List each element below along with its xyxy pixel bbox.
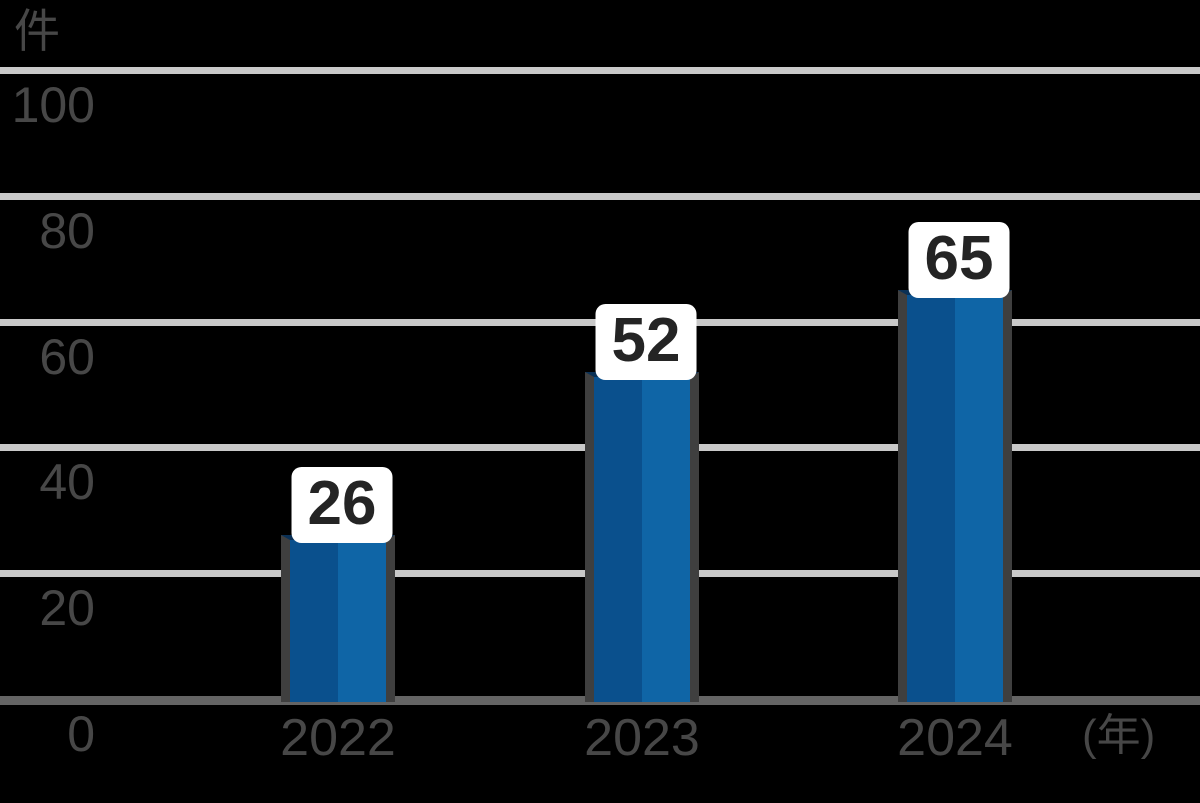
y-tick-label-80: 80 <box>39 202 95 259</box>
bar-2023 <box>585 371 699 702</box>
y-tick-label-40: 40 <box>39 454 95 511</box>
x-tick-label-2022: 2022 <box>280 709 396 767</box>
y-tick-label-0: 0 <box>67 706 95 762</box>
y-tick-label-100: 100 <box>11 77 95 133</box>
x-tick-label-2023: 2023 <box>584 709 700 767</box>
bar-2022 <box>281 535 395 702</box>
x-tick-label-2024: 2024 <box>897 709 1013 767</box>
bar-2024 <box>898 290 1012 702</box>
gridline-80 <box>0 192 1200 200</box>
value-label-2023: 52 <box>595 303 697 380</box>
y-tick-label-20: 20 <box>39 580 95 637</box>
x-axis-unit-label: (年) <box>1082 711 1156 760</box>
value-label-2024: 65 <box>908 222 1010 299</box>
value-label-2022: 26 <box>291 467 393 544</box>
y-axis-unit-label: 件 <box>14 5 60 57</box>
y-tick-label-60: 60 <box>39 328 95 385</box>
gridline-100 <box>0 67 1200 74</box>
